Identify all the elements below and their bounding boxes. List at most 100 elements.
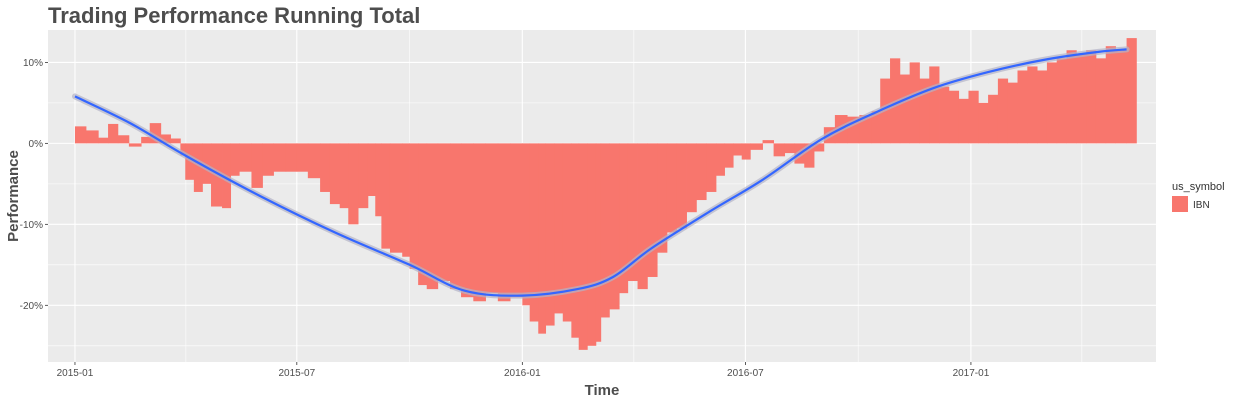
bar bbox=[128, 143, 142, 147]
bar bbox=[1105, 46, 1116, 144]
bar bbox=[696, 143, 707, 201]
bar bbox=[627, 143, 638, 282]
bar bbox=[715, 143, 725, 176]
bar bbox=[647, 143, 658, 277]
bar bbox=[450, 143, 462, 290]
bar bbox=[522, 143, 531, 306]
y-axis-ticks: 10% 0% -10% -20% bbox=[20, 58, 48, 312]
bar bbox=[170, 138, 181, 144]
bar bbox=[1066, 50, 1077, 144]
bar bbox=[307, 143, 321, 179]
bar bbox=[578, 143, 588, 350]
bar bbox=[85, 130, 99, 144]
bar bbox=[600, 143, 610, 318]
bar bbox=[724, 143, 734, 168]
x-tick-label: 2015-07 bbox=[278, 368, 315, 379]
bar bbox=[348, 143, 359, 225]
bar bbox=[988, 94, 999, 144]
bar bbox=[948, 90, 960, 144]
bar bbox=[510, 143, 523, 298]
bar bbox=[773, 143, 786, 157]
bar bbox=[609, 143, 620, 310]
bar bbox=[473, 143, 486, 302]
bar bbox=[409, 143, 419, 269]
bar bbox=[909, 62, 920, 144]
smooth-trend-line bbox=[74, 48, 1127, 297]
legend-title: us_symbol bbox=[1172, 181, 1225, 193]
bar bbox=[968, 90, 979, 144]
bar bbox=[859, 115, 873, 144]
bar-series bbox=[74, 38, 1137, 350]
y-axis-title: Performance bbox=[5, 150, 22, 242]
bar bbox=[919, 78, 930, 144]
bar bbox=[273, 143, 287, 172]
bar bbox=[929, 66, 940, 144]
bar bbox=[485, 143, 499, 294]
bar bbox=[619, 143, 629, 294]
bar bbox=[871, 110, 881, 144]
bar bbox=[1086, 50, 1097, 144]
bar bbox=[529, 143, 539, 322]
bar bbox=[706, 143, 717, 192]
bar bbox=[804, 143, 815, 168]
bar bbox=[497, 143, 511, 302]
bar bbox=[437, 143, 451, 282]
bar bbox=[98, 137, 109, 144]
bar bbox=[784, 143, 795, 154]
x-tick-label: 2016-07 bbox=[727, 368, 764, 379]
x-tick-label: 2016-01 bbox=[504, 368, 541, 379]
bar bbox=[657, 143, 668, 253]
bar bbox=[741, 143, 751, 160]
bar bbox=[285, 143, 298, 172]
bar bbox=[899, 74, 911, 144]
bar bbox=[978, 102, 989, 144]
plot-panel bbox=[48, 30, 1156, 362]
bar bbox=[1095, 58, 1107, 144]
bar bbox=[1115, 50, 1127, 144]
bar bbox=[381, 143, 391, 249]
y-tick-label: 10% bbox=[23, 58, 43, 69]
bar bbox=[74, 126, 87, 144]
bar bbox=[958, 98, 969, 144]
bar bbox=[1037, 70, 1048, 144]
bar bbox=[461, 143, 474, 298]
bar bbox=[676, 143, 687, 229]
bar bbox=[733, 143, 743, 156]
bar bbox=[686, 143, 697, 213]
bar bbox=[562, 143, 572, 322]
bar bbox=[160, 134, 171, 144]
x-axis-ticks: 2015-01 2015-07 2016-01 2016-07 2017-01 bbox=[57, 362, 990, 379]
y-tick-label: 0% bbox=[29, 139, 44, 150]
bar bbox=[117, 135, 130, 144]
bar bbox=[185, 143, 195, 180]
bar bbox=[202, 143, 212, 184]
bar bbox=[1046, 62, 1058, 144]
x-axis-title: Time bbox=[585, 382, 620, 399]
bar bbox=[571, 143, 580, 338]
bar bbox=[997, 78, 1009, 144]
y-tick-label: -20% bbox=[20, 301, 43, 312]
bar bbox=[358, 143, 369, 209]
bar bbox=[814, 143, 825, 152]
bar bbox=[141, 136, 151, 144]
bar bbox=[339, 143, 349, 209]
bar bbox=[389, 143, 403, 253]
bar bbox=[939, 86, 950, 144]
bar bbox=[180, 143, 186, 156]
bar bbox=[545, 143, 555, 326]
bar bbox=[426, 143, 439, 290]
bar bbox=[538, 143, 547, 334]
legend-label-ibn: IBN bbox=[1193, 200, 1210, 211]
x-tick-label: 2017-01 bbox=[953, 368, 990, 379]
bar bbox=[262, 143, 274, 176]
bar bbox=[329, 143, 341, 205]
bar bbox=[230, 143, 240, 176]
bar bbox=[1076, 54, 1087, 144]
bar bbox=[750, 143, 763, 150]
bar bbox=[554, 143, 564, 314]
legend-swatch-ibn bbox=[1172, 196, 1188, 212]
bar bbox=[595, 143, 602, 342]
bar bbox=[1027, 66, 1038, 144]
bar bbox=[762, 140, 774, 144]
bar bbox=[320, 143, 331, 192]
